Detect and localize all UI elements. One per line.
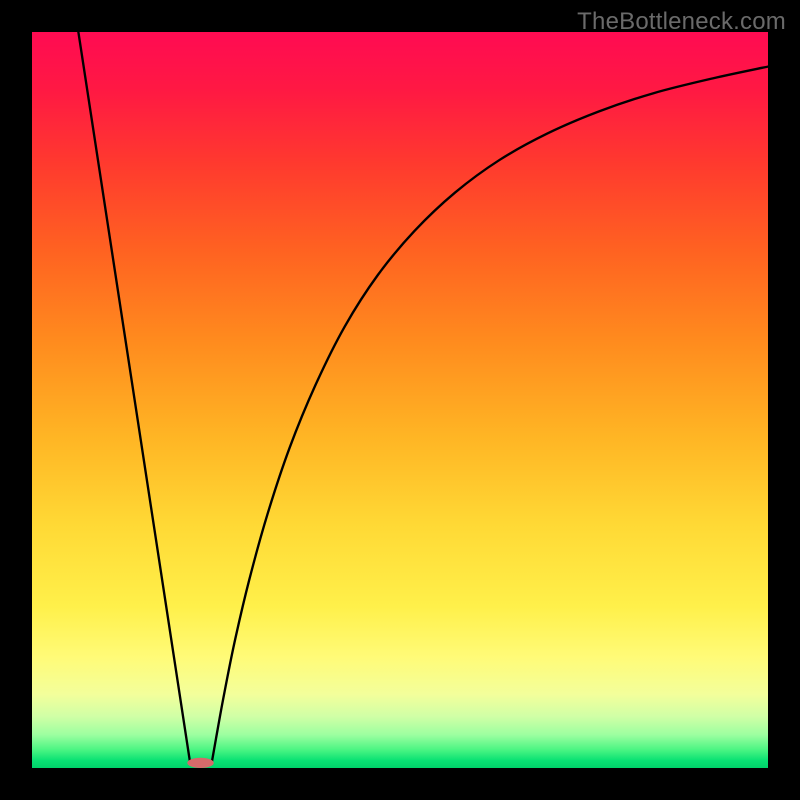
plot-area <box>32 32 768 768</box>
optimal-marker <box>187 758 213 768</box>
bottleneck-curve <box>32 32 768 768</box>
chart-container: TheBottleneck.com <box>0 0 800 800</box>
watermark-text: TheBottleneck.com <box>577 8 786 36</box>
